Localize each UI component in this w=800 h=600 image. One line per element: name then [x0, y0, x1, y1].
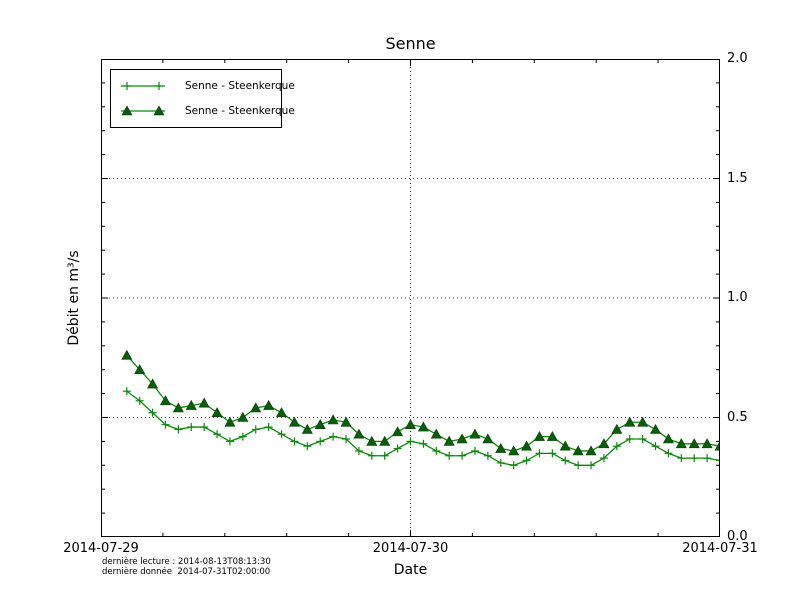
plot-area — [101, 59, 720, 537]
x-axis-label: Date — [393, 562, 428, 578]
series-triangle — [121, 349, 720, 456]
legend-entry-triangle: Senne - Steenkerque — [117, 105, 295, 117]
plus-line-sample-icon — [121, 82, 165, 91]
legend-label: Senne - Steenkerque — [185, 80, 295, 93]
y-tick-label: 2.0 — [727, 51, 748, 67]
footer-note: dernière lecture : 2014-08-13T08:13:30 d… — [102, 557, 271, 577]
x-tick-label: 2014-07-29 — [63, 541, 139, 556]
gridlines — [101, 59, 720, 537]
y-axis-label: Débit en m³/s — [66, 250, 82, 346]
footer-last-data: dernière donnée 2014-07-31T02:00:00 — [102, 566, 271, 577]
plot-border — [101, 59, 720, 537]
legend-entry-plus: Senne - Steenkerque — [117, 80, 295, 92]
y-tick-label: 1.5 — [727, 170, 748, 186]
y-tick-label: 0.5 — [727, 409, 748, 425]
x-tick-label: 2014-07-31 — [682, 541, 758, 556]
y-tick-label: 0.0 — [727, 529, 748, 545]
series-plus — [122, 387, 720, 470]
triangle-line-sample-icon — [121, 105, 165, 116]
y-tick-label: 1.0 — [727, 290, 748, 306]
legend-box: Senne - Steenkerque Senne - Steenkerque — [110, 69, 295, 128]
footer-last-reading: dernière lecture : 2014-08-13T08:13:30 — [102, 557, 271, 567]
chart-title: Senne — [385, 34, 436, 53]
plot-svg — [101, 59, 720, 537]
x-tick-label: 2014-07-30 — [372, 541, 449, 556]
legend-label: Senne - Steenkerque — [185, 104, 295, 117]
